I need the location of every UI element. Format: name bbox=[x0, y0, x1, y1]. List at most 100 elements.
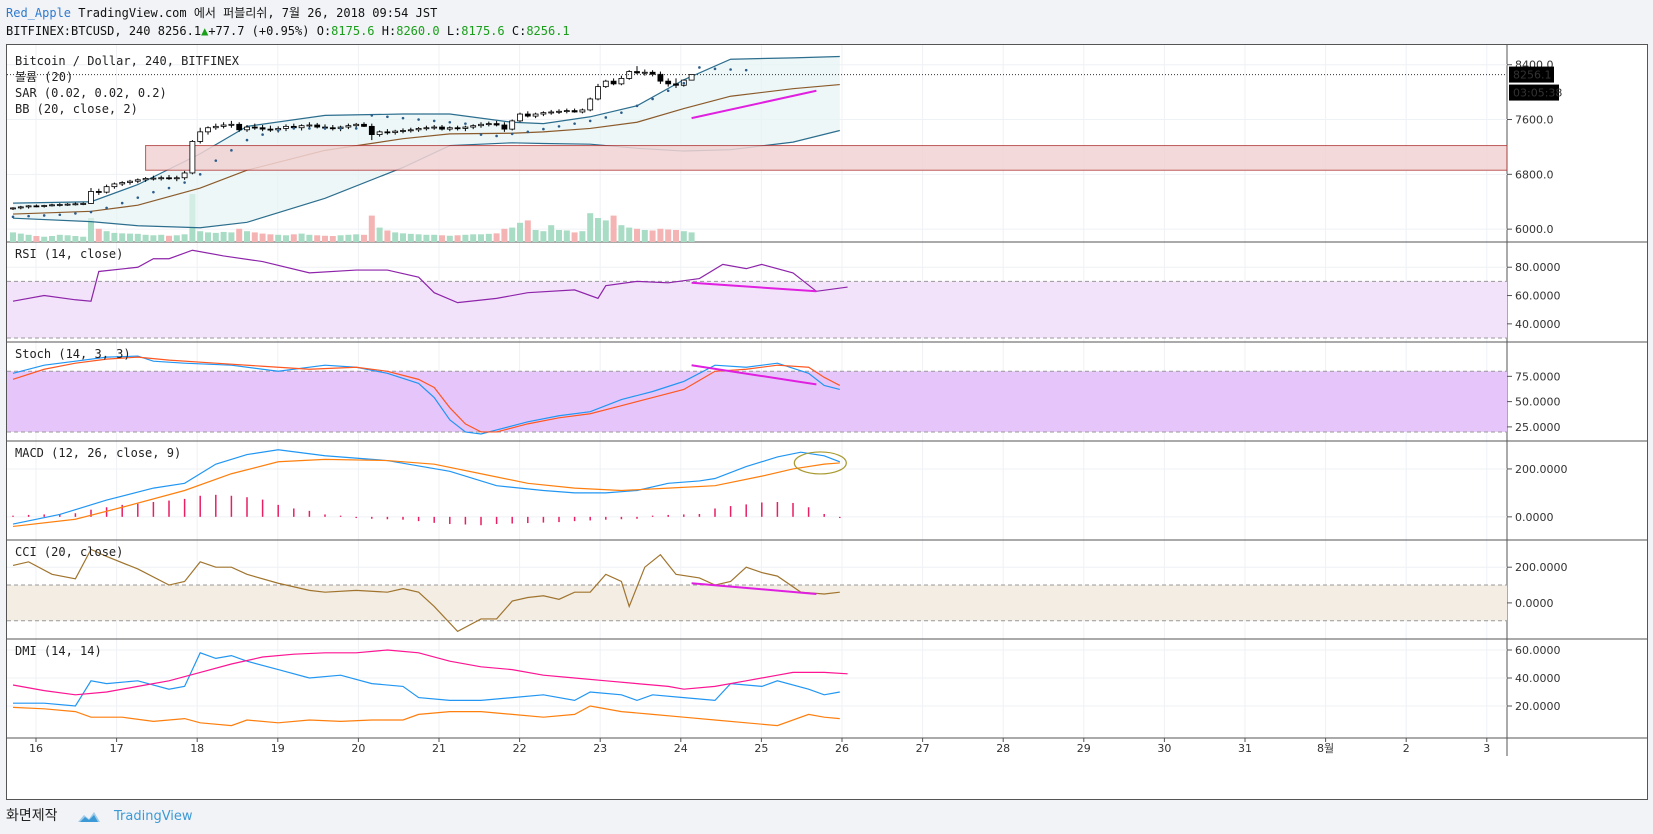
candle-body bbox=[579, 109, 586, 113]
candle-body bbox=[446, 127, 453, 130]
price-tick-label: 7600.0 bbox=[1515, 114, 1554, 127]
macd-tick-label: 0.0000 bbox=[1515, 511, 1554, 524]
candle-body bbox=[501, 124, 508, 130]
sar-dot bbox=[58, 213, 62, 217]
volume-bar bbox=[205, 232, 211, 242]
publish-text: TradingView.com 에서 퍼블리쉬, 7월 26, 2018 09:… bbox=[78, 6, 438, 20]
author-link[interactable]: Red_Apple bbox=[6, 6, 72, 20]
volume-bar bbox=[228, 232, 235, 242]
volume-bar bbox=[267, 234, 274, 242]
dmi-label: DMI (14, 14) bbox=[15, 644, 102, 658]
candle-body bbox=[236, 123, 243, 131]
candle-body bbox=[158, 177, 165, 180]
volume-bar bbox=[298, 233, 305, 242]
macd-tick-label: 200.0000 bbox=[1515, 463, 1568, 476]
volume-bar bbox=[134, 233, 141, 242]
volume-bar bbox=[142, 234, 149, 242]
date-tick-label: 3 bbox=[1483, 742, 1490, 755]
candle-body bbox=[103, 186, 110, 193]
date-tick-label: 8월 bbox=[1317, 742, 1334, 755]
sar-dot bbox=[620, 111, 623, 114]
candle-body bbox=[688, 74, 695, 81]
candle-body bbox=[400, 130, 406, 132]
volume-bar bbox=[439, 235, 445, 242]
cci-band bbox=[7, 585, 1507, 621]
volume-bar bbox=[524, 220, 531, 242]
volume-bar bbox=[212, 232, 219, 242]
volume-bar bbox=[563, 230, 570, 242]
sar-dot bbox=[542, 127, 545, 131]
sar-dot bbox=[682, 81, 686, 85]
volume-bar bbox=[509, 227, 516, 242]
sar-dot bbox=[495, 134, 498, 138]
candle-body bbox=[392, 130, 399, 133]
candle-body bbox=[478, 123, 484, 127]
volume-bar bbox=[119, 233, 126, 242]
volume-bar bbox=[150, 235, 157, 242]
date-tick-label: 21 bbox=[432, 742, 446, 755]
candle-body bbox=[423, 127, 430, 130]
sar-dot bbox=[635, 104, 639, 108]
volume-bar bbox=[540, 231, 547, 242]
volume-bar bbox=[361, 234, 367, 242]
volume-bar bbox=[384, 230, 391, 242]
price-divergence-line bbox=[691, 89, 817, 120]
candle-body bbox=[189, 141, 196, 174]
candle-body bbox=[95, 191, 102, 193]
sar-dot bbox=[729, 68, 732, 71]
sar-dot bbox=[744, 68, 748, 72]
indicator-label: 볼륨 (20) bbox=[15, 70, 73, 84]
volume-bar bbox=[88, 218, 94, 242]
candle-body bbox=[166, 177, 172, 180]
sar-dot bbox=[42, 214, 46, 217]
sar-dot bbox=[136, 196, 140, 199]
candle-body bbox=[64, 203, 71, 206]
date-tick-label: 2 bbox=[1403, 742, 1410, 755]
volume-bar bbox=[329, 236, 336, 242]
volume-bar bbox=[345, 234, 352, 242]
candle-body bbox=[41, 205, 48, 207]
candle-body bbox=[361, 123, 367, 127]
candle-body bbox=[142, 178, 149, 181]
date-tick-label: 23 bbox=[593, 742, 607, 755]
volume-bar bbox=[485, 233, 492, 242]
symbol-info: BITFINEX:BTCUSD, 240 bbox=[6, 24, 151, 38]
candle-body bbox=[517, 113, 523, 122]
volume-bar bbox=[56, 234, 63, 242]
chart-title: Bitcoin / Dollar, 240, BITFINEX bbox=[15, 54, 240, 68]
candle-body bbox=[376, 131, 383, 135]
tradingview-brand-link[interactable]: TradingView bbox=[114, 809, 193, 824]
sar-dot bbox=[401, 116, 405, 120]
sar-dot bbox=[89, 210, 93, 214]
candle-body bbox=[259, 127, 266, 130]
candle-body bbox=[345, 125, 352, 128]
sar-dot bbox=[432, 119, 436, 123]
candle-body bbox=[244, 126, 250, 131]
countdown-label: 03:05:38 bbox=[1513, 87, 1562, 100]
volume-bar bbox=[462, 234, 469, 242]
last-price-label: 8256.1 bbox=[1513, 69, 1552, 82]
volume-bar bbox=[657, 228, 664, 242]
cci-line bbox=[12, 548, 840, 633]
candle-body bbox=[119, 182, 126, 185]
tradingview-logo-icon[interactable] bbox=[77, 810, 101, 824]
sar-dot bbox=[557, 125, 561, 128]
candle-body bbox=[665, 80, 672, 85]
chart-canvas[interactable]: 8400.07600.06800.06000.08256.103:05:38Bi… bbox=[7, 45, 1647, 799]
candle-body bbox=[80, 203, 87, 205]
candle-body bbox=[470, 125, 477, 128]
candle-body bbox=[532, 113, 539, 117]
rsi-tick-label: 80.0000 bbox=[1515, 261, 1561, 274]
sar-dot bbox=[152, 190, 155, 194]
date-tick-label: 24 bbox=[674, 742, 688, 755]
sar-dot bbox=[417, 118, 420, 121]
chart-area[interactable]: 8400.0 7600.0 6800.0 6000.0 8256.1 03:05:38 Bi… bbox=[6, 44, 1648, 800]
candle-body bbox=[634, 71, 640, 74]
volume-bar bbox=[400, 233, 406, 242]
sar-dot bbox=[370, 114, 374, 117]
close-value: 8256.1 bbox=[526, 24, 570, 38]
volume-bar bbox=[407, 233, 414, 242]
candle-body bbox=[368, 125, 375, 135]
dmi-line bbox=[13, 652, 840, 707]
date-tick-label: 16 bbox=[29, 742, 43, 755]
